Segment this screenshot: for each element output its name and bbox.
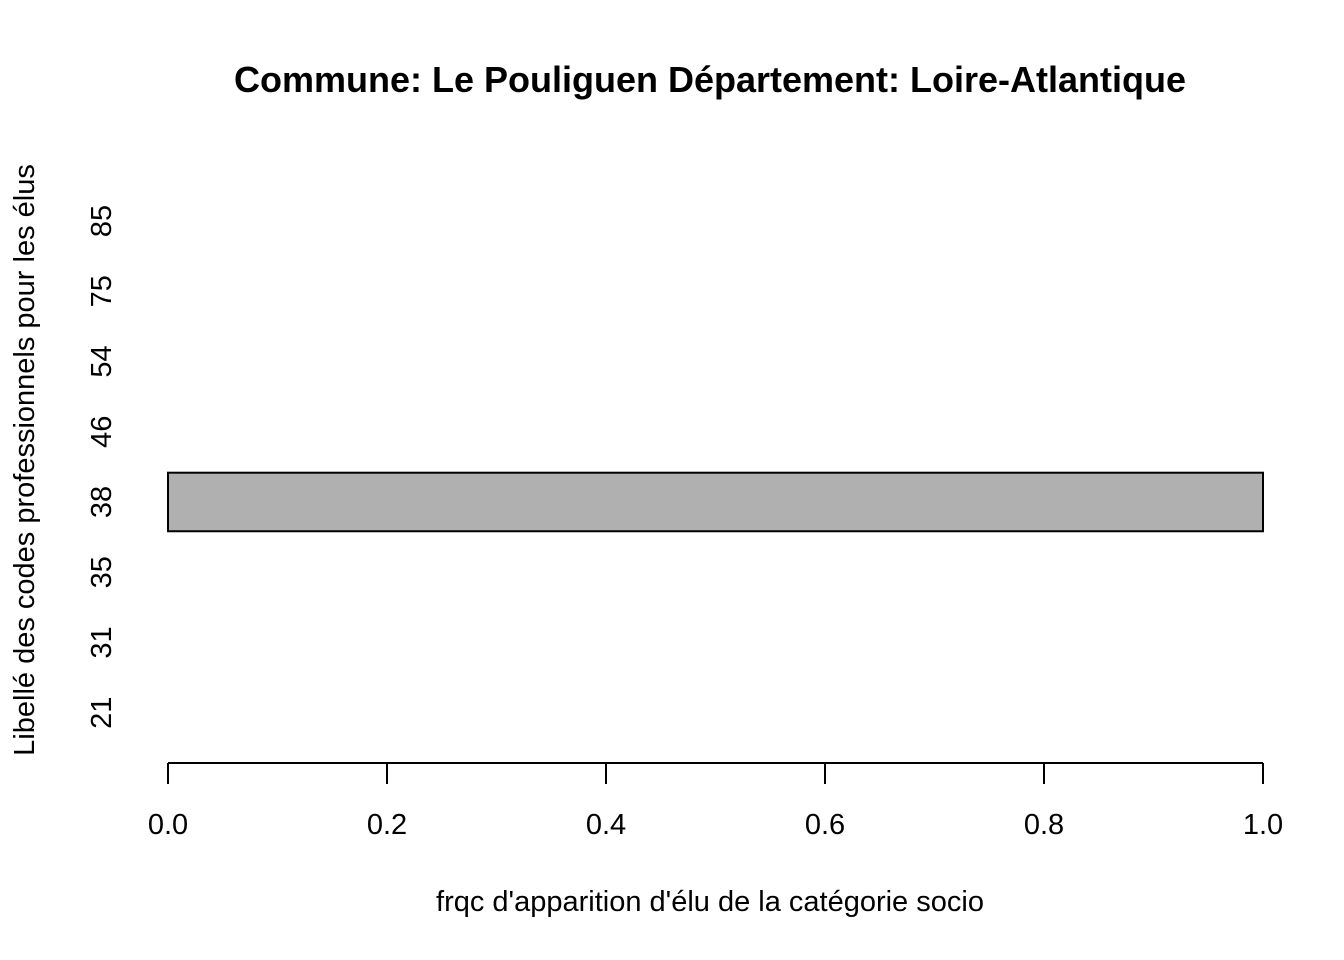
x-tick-label: 1.0 (1243, 809, 1283, 841)
x-ticks-group: 0.0 0.2 0.4 0.6 0.8 1.0 (148, 763, 1283, 841)
y-tick-label-85: 85 (86, 205, 118, 237)
y-axis-label: Libellé des codes professionnels pour le… (9, 164, 41, 756)
y-tick-label-46: 46 (86, 416, 118, 448)
y-tick-label-54: 54 (86, 345, 118, 377)
y-tick-label-31: 31 (86, 626, 118, 658)
chart-title: Commune: Le Pouliguen Département: Loire… (234, 59, 1186, 100)
y-tick-label-35: 35 (86, 556, 118, 588)
x-tick-label: 0.0 (148, 809, 188, 841)
bars-group (167, 471, 1264, 533)
x-tick-label: 0.6 (805, 809, 845, 841)
x-axis-label: frqc d'apparition d'élu de la catégorie … (436, 886, 984, 918)
x-tick-label: 0.2 (367, 809, 407, 841)
x-tick-label: 0.4 (586, 809, 626, 841)
x-tick-label: 0.8 (1024, 809, 1064, 841)
y-tick-label-21: 21 (86, 697, 118, 729)
y-tick-label-38: 38 (86, 486, 118, 518)
y-tick-label-75: 75 (86, 275, 118, 307)
y-ticks-group: 21 31 35 38 46 54 75 85 (86, 205, 118, 729)
bar-38 (167, 471, 1264, 533)
